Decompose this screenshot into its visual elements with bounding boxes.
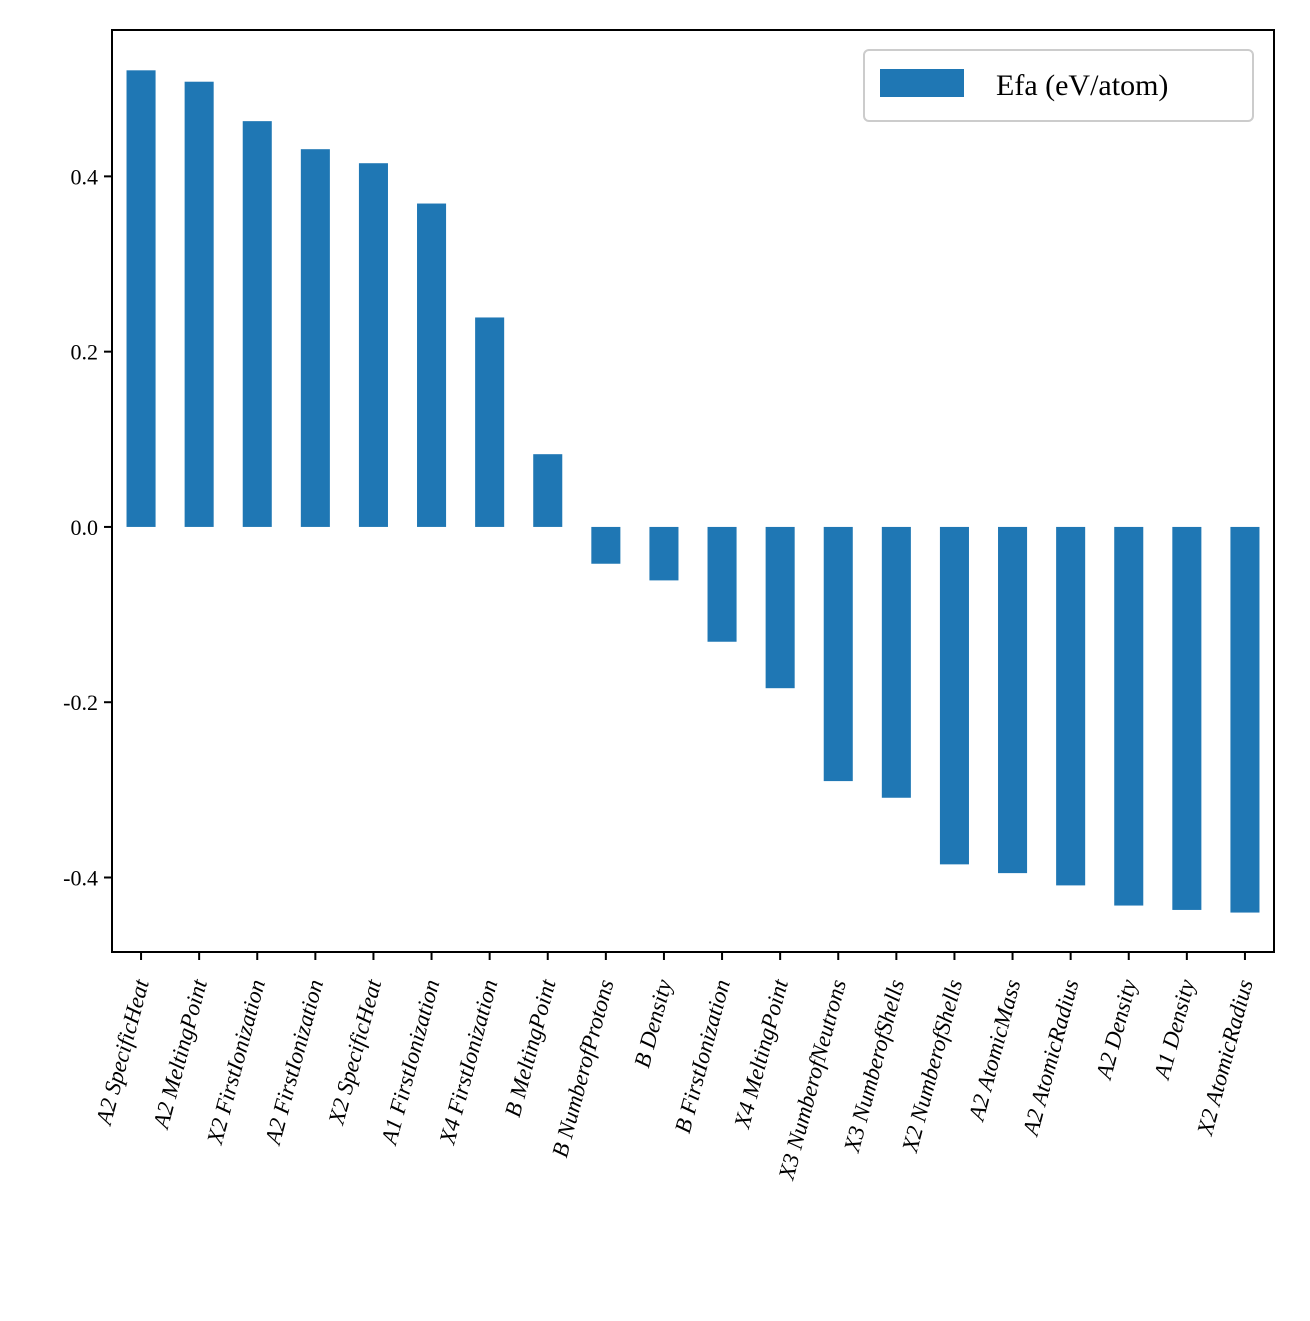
bars-group	[126, 70, 1260, 913]
x-tick-label: X2 SpecificHeat	[323, 976, 386, 1128]
bar-4	[300, 149, 330, 527]
bar-18	[1114, 526, 1144, 906]
bar-13	[823, 526, 853, 782]
bar-19	[1172, 526, 1202, 910]
x-tick-label: A2 MeltingPoint	[148, 976, 212, 1132]
y-axis: -0.4 -0.2 0.0 0.2 0.4	[63, 164, 112, 891]
legend: Efa (eV/atom)	[863, 49, 1254, 122]
y-tick-label: -0.2	[63, 690, 98, 715]
legend-label: Efa (eV/atom)	[996, 69, 1168, 102]
bar-20	[1230, 526, 1260, 913]
bar-11	[707, 526, 737, 642]
legend-box	[863, 49, 1254, 122]
bar-10	[649, 526, 679, 581]
y-tick-label: -0.4	[63, 866, 98, 891]
bar-6	[417, 203, 447, 527]
legend-swatch	[880, 69, 964, 97]
x-tick-label: A2 FirstIonization	[260, 977, 328, 1149]
x-tick-label: B MeltingPoint	[500, 976, 561, 1119]
plot-frame	[111, 29, 1275, 953]
x-tick-label: A2 SpecificHeat	[91, 976, 154, 1129]
x-tick-label: X3 NumberofShells	[839, 977, 909, 1156]
bar-3	[242, 121, 272, 527]
x-tick-label: X2 NumberofShells	[897, 977, 967, 1156]
x-tick-label: X4 MeltingPoint	[729, 976, 793, 1131]
y-tick-label: 0.2	[71, 340, 99, 365]
bar-8	[533, 454, 563, 527]
x-tick-label: A1 Density	[1149, 976, 1200, 1083]
bar-9	[591, 526, 621, 564]
bar-15	[939, 526, 969, 865]
bar-2	[184, 81, 214, 527]
y-tick-label: 0.0	[71, 515, 99, 540]
x-tick-label: A2 AtomicMass	[963, 977, 1025, 1125]
bar-1	[126, 70, 156, 527]
x-tick-label: X2 FirstIonization	[202, 977, 270, 1148]
x-tick-label: B Density	[629, 976, 677, 1070]
x-tick-label: B FirstIonization	[670, 977, 735, 1136]
y-tick-label: 0.4	[71, 164, 99, 189]
x-tick-label: B NumberofProtons	[547, 977, 619, 1160]
bar-7	[475, 317, 505, 527]
bar-12	[765, 526, 795, 689]
bar-16	[998, 526, 1028, 874]
x-tick-label: A2 Density	[1091, 976, 1142, 1083]
bar-5	[358, 163, 388, 527]
x-tick-label: A1 FirstIonization	[376, 977, 444, 1149]
x-tick-label: X4 FirstIonization	[434, 977, 502, 1148]
x-tick-label: X2 AtomicRadius	[1192, 977, 1258, 1139]
x-tick-label: A2 AtomicRadius	[1017, 977, 1083, 1140]
bar-14	[881, 526, 911, 798]
bar-17	[1056, 526, 1086, 886]
